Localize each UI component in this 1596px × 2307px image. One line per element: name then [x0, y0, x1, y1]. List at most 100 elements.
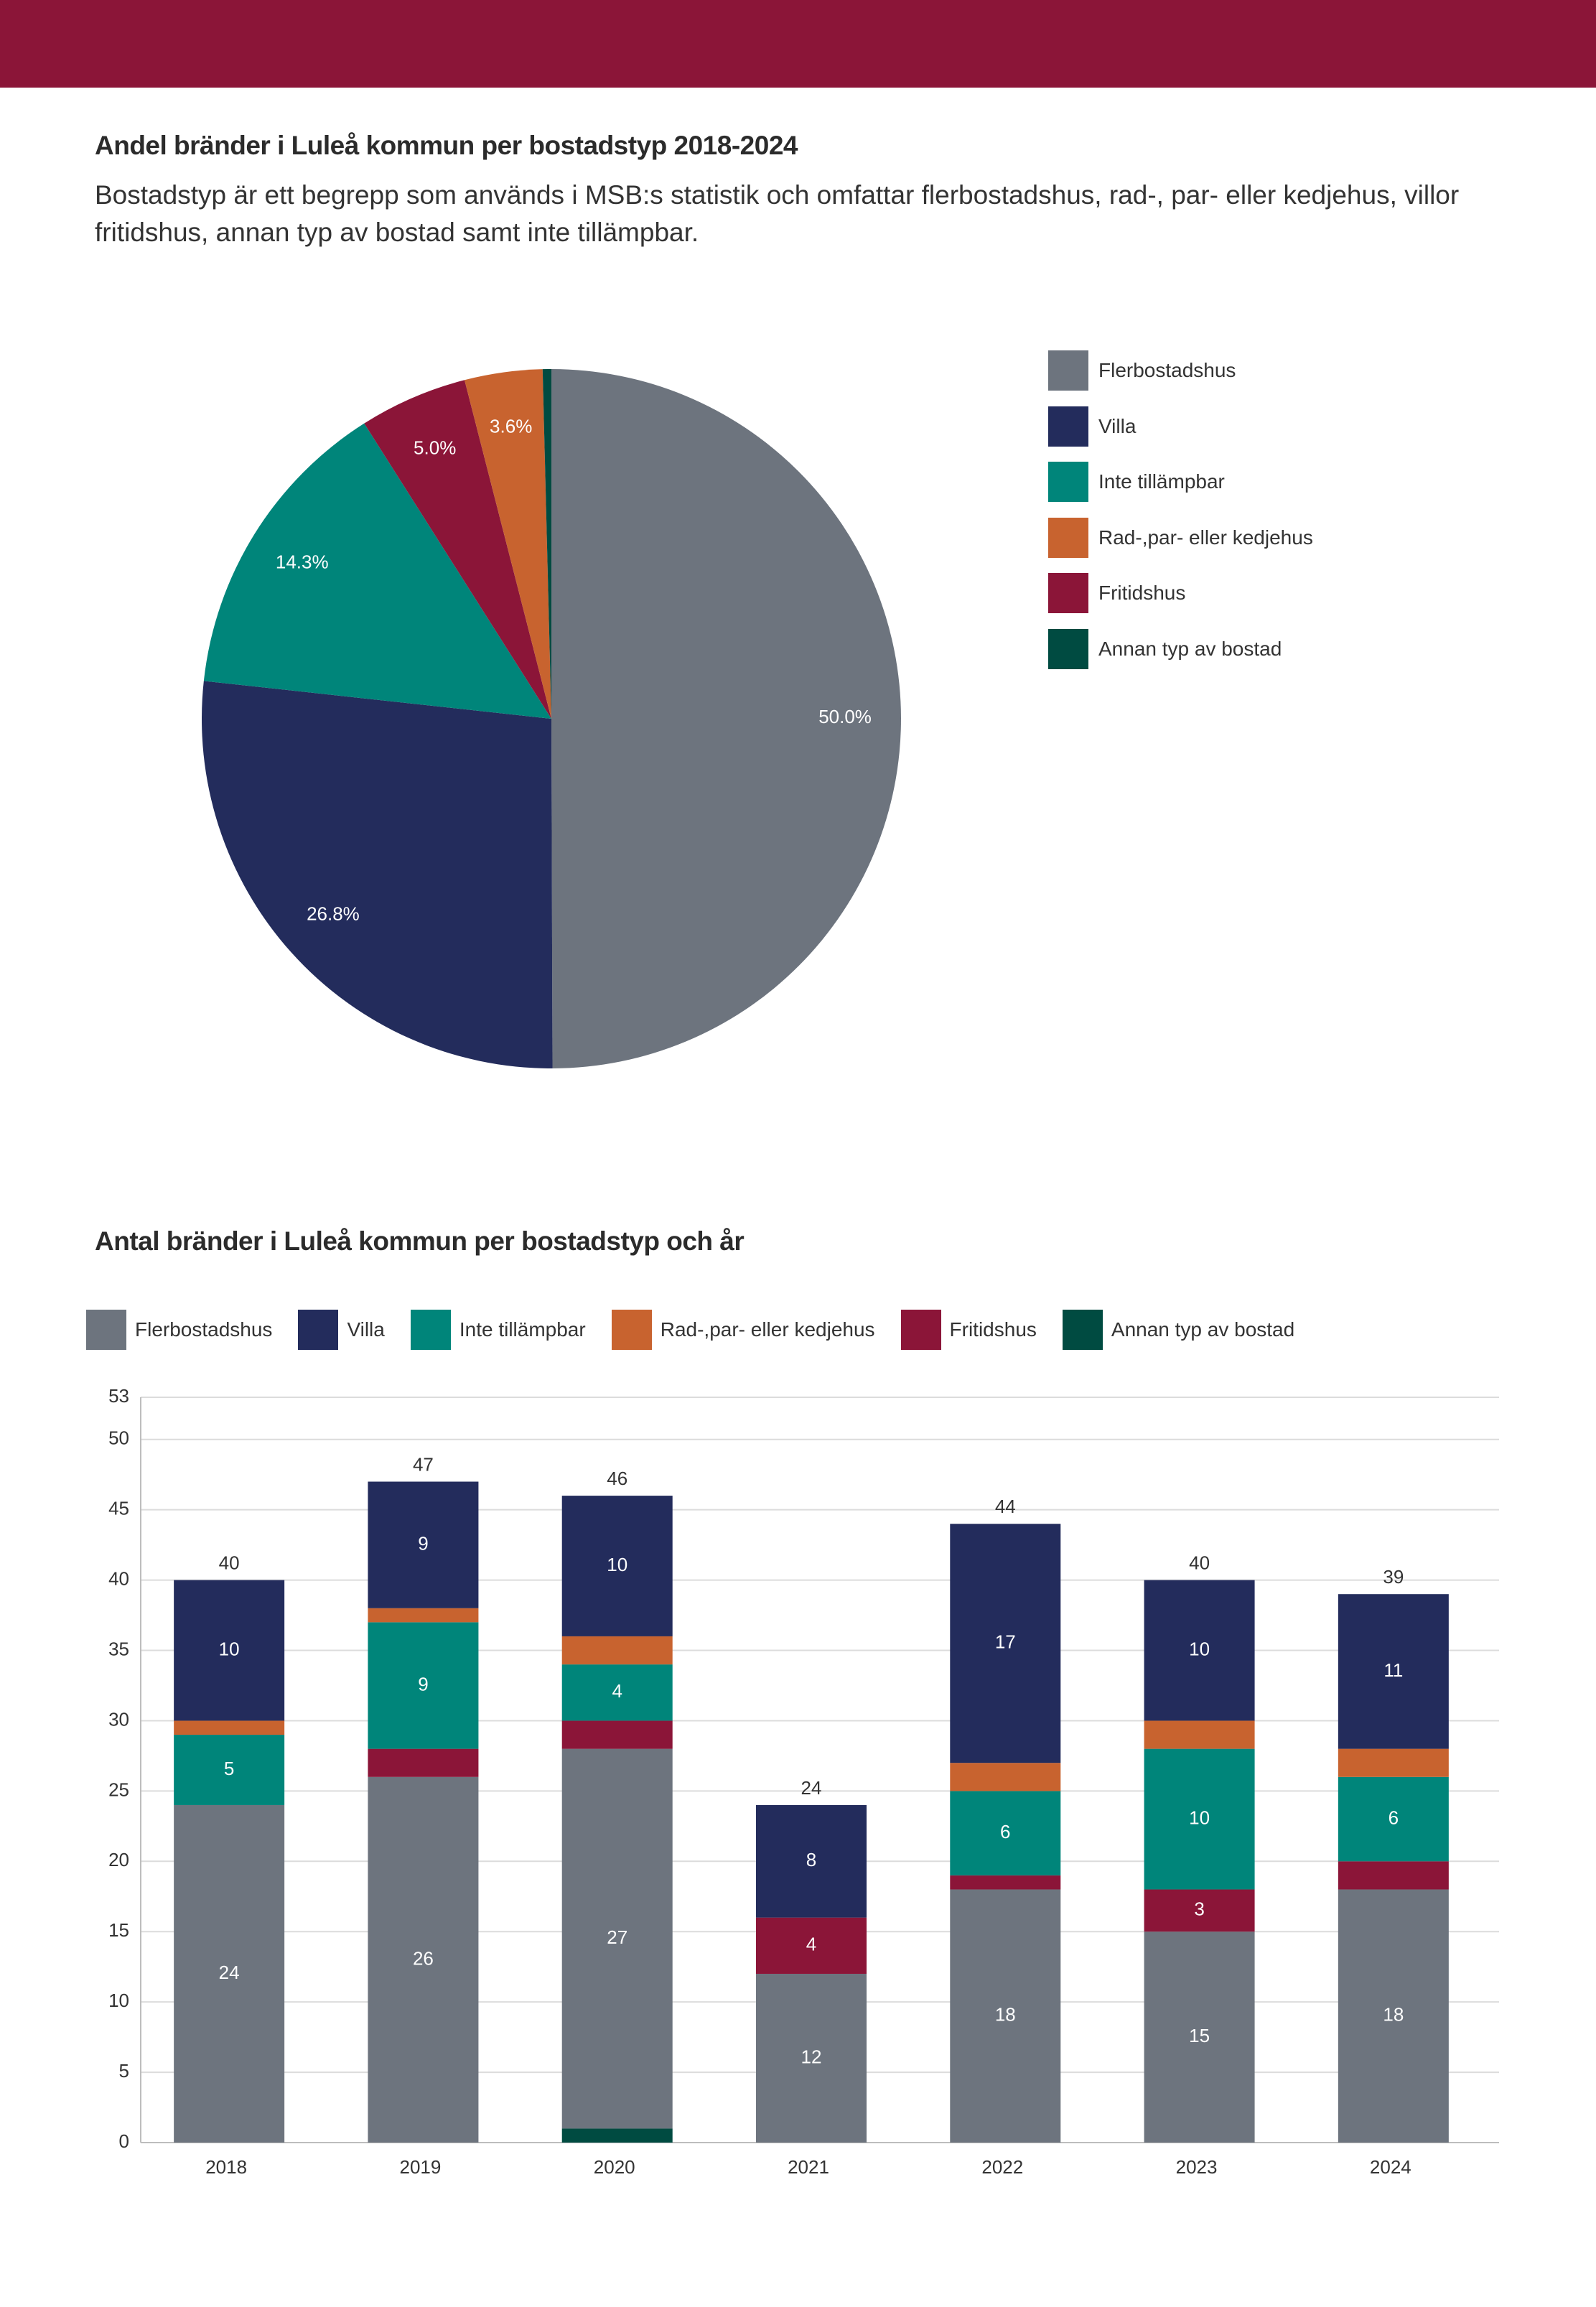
bar-segment-fritidshus-2022: [950, 1875, 1061, 1890]
y-tick-label: 30: [108, 1708, 129, 1730]
legend-label: Villa: [1098, 414, 1137, 437]
legend-label: Flerbostadshus: [1098, 359, 1236, 381]
y-tick-label: 45: [108, 1498, 129, 1519]
pie-slice-rad-par-eller-kedjehus: [465, 369, 551, 719]
pie-label-inte-till-mpbar: 14.3%: [276, 551, 329, 573]
bar-chart-title: Antal bränder i Luleå kommun per bostads…: [95, 1226, 745, 1256]
bar-segment-villa-2023: [1144, 1580, 1255, 1721]
bar-value-label: 6: [1389, 1807, 1399, 1828]
bar-value-label: 17: [995, 1631, 1016, 1653]
pie-chart-title: Andel bränder i Luleå kommun per bostads…: [95, 131, 798, 160]
bar-value-label: 18: [1383, 2004, 1404, 2026]
bar-value-label: 27: [607, 1926, 627, 1948]
y-tick-label: 53: [108, 1385, 129, 1407]
pie-legend-item-villa: Villa: [1048, 406, 1313, 447]
legend-swatch: [1048, 406, 1088, 447]
pie-legend-item-annan-typ-av-bostad: Annan typ av bostad: [1048, 628, 1313, 669]
bar-segment-villa-2019: [368, 1481, 479, 1608]
bar-total-label: 40: [1189, 1552, 1210, 1573]
bar-value-label: 15: [1189, 2025, 1210, 2046]
bar-segment-rad-par-eller-kedjehus-2018: [174, 1720, 285, 1735]
pie-label-fritidshus: 5.0%: [414, 437, 456, 458]
legend-swatch: [1062, 1310, 1103, 1350]
bar-total-label: 44: [995, 1496, 1016, 1517]
bar-value-label: 4: [612, 1680, 622, 1702]
y-tick-label: 5: [119, 2060, 129, 2082]
bar-legend-item-rad-par-eller-kedjehus: Rad-,par- eller kedjehus: [611, 1310, 875, 1350]
bar-legend: Flerbostadshus Villa Inte tillämpbar Rad-,p…: [86, 1310, 1320, 1350]
pie-legend-item-flerbostadshus: Flerbostadshus: [1048, 350, 1313, 391]
bar-value-label: 18: [995, 2004, 1016, 2026]
bar-legend-item-villa: Villa: [298, 1310, 385, 1350]
bar-segment-flerbostadshus-2024: [1338, 1889, 1449, 2143]
bar-segment-villa-2024: [1338, 1594, 1449, 1749]
legend-label: Fritidshus: [1098, 582, 1186, 604]
y-tick-label: 0: [119, 2130, 129, 2152]
bar-value-label: 10: [607, 1554, 627, 1575]
bar-value-label: 4: [806, 1934, 816, 1955]
pie-slice-flerbostadshus: [551, 369, 901, 1068]
pie-label-rad-par-eller-kedjehus: 3.6%: [490, 416, 532, 437]
bar-segment-fritidshus-2019: [368, 1748, 479, 1777]
legend-swatch: [900, 1310, 941, 1350]
bar-segment-flerbostadshus-2020: [561, 1748, 673, 2129]
legend-label: Annan typ av bostad: [1098, 637, 1282, 660]
bar-segment-inte-till-mpbar-2024: [1338, 1776, 1449, 1862]
bar-segment-inte-till-mpbar-2020: [561, 1664, 673, 1721]
legend-swatch: [1048, 573, 1088, 613]
x-tick-label: 2019: [400, 2156, 442, 2178]
bar-segment-annan-typ-av-bostad-2020: [561, 2128, 673, 2143]
x-tick-label: 2021: [788, 2156, 829, 2178]
bar-legend-item-annan-typ-av-bostad: Annan typ av bostad: [1062, 1310, 1294, 1350]
pie-chart: 50.0% 26.8% 14.3% 5.0% 3.6%: [201, 369, 901, 1068]
legend-label: Inte tillämpbar: [459, 1318, 586, 1341]
bar-value-label: 26: [413, 1947, 434, 1969]
pie-slice-inte-till-mpbar: [203, 423, 551, 719]
bar-segment-flerbostadshus-2018: [174, 1804, 285, 2143]
bar-value-label: 10: [1189, 1807, 1210, 1828]
legend-swatch: [1048, 462, 1088, 502]
bar-value-label: 12: [801, 2046, 822, 2067]
x-tick-label: 2023: [1176, 2156, 1218, 2178]
y-tick-label: 35: [108, 1638, 129, 1659]
bar-segment-fritidshus-2024: [1338, 1861, 1449, 1890]
bar-legend-item-inte-till-mpbar: Inte tillämpbar: [410, 1310, 586, 1350]
bar-value-label: 9: [418, 1533, 428, 1555]
bar-segment-rad-par-eller-kedjehus-2019: [368, 1608, 479, 1623]
y-tick-label: 50: [108, 1427, 129, 1449]
bar-legend-item-fritidshus: Fritidshus: [900, 1310, 1037, 1350]
legend-label: Inte tillämpbar: [1098, 470, 1225, 493]
bar-segment-villa-2021: [756, 1804, 867, 1918]
pie-label-flerbostadshus: 50.0%: [818, 706, 872, 727]
bar-value-label: 10: [219, 1638, 240, 1659]
legend-swatch: [611, 1310, 652, 1350]
legend-swatch: [1048, 517, 1088, 558]
pie-slice-annan-typ-av-bostad: [542, 369, 551, 719]
y-tick-label: 15: [108, 1919, 129, 1941]
bar-value-label: 8: [806, 1849, 816, 1870]
bar-segment-inte-till-mpbar-2022: [950, 1791, 1061, 1875]
bar-value-label: 5: [224, 1758, 234, 1779]
bar-segment-inte-till-mpbar-2018: [174, 1735, 285, 1805]
bar-segment-flerbostadshus-2023: [1144, 1931, 1255, 2143]
bar-total-label: 40: [219, 1552, 240, 1573]
legend-swatch: [1048, 350, 1088, 391]
bar-segment-rad-par-eller-kedjehus-2024: [1338, 1748, 1449, 1777]
pie-legend-item-inte-till-mpbar: Inte tillämpbar: [1048, 462, 1313, 502]
legend-label: Villa: [347, 1318, 385, 1341]
x-tick-label: 2020: [594, 2156, 635, 2178]
bar-segment-flerbostadshus-2019: [368, 1776, 479, 2143]
legend-label: Flerbostadshus: [135, 1318, 273, 1341]
y-tick-label: 10: [108, 1990, 129, 2011]
y-tick-label: 20: [108, 1849, 129, 1870]
top-banner: [0, 0, 1596, 88]
bar-segment-fritidshus-2021: [756, 1917, 867, 1974]
chart-description: Bostadstyp är ett begrepp som används i …: [95, 180, 1460, 247]
bar-segment-villa-2020: [561, 1496, 673, 1636]
bar-value-label: 9: [418, 1673, 428, 1695]
bar-segment-inte-till-mpbar-2019: [368, 1622, 479, 1749]
legend-swatch: [410, 1310, 451, 1350]
bar-total-label: 39: [1383, 1566, 1404, 1588]
bar-value-label: 24: [219, 1962, 240, 1983]
bar-segment-villa-2022: [950, 1524, 1061, 1763]
